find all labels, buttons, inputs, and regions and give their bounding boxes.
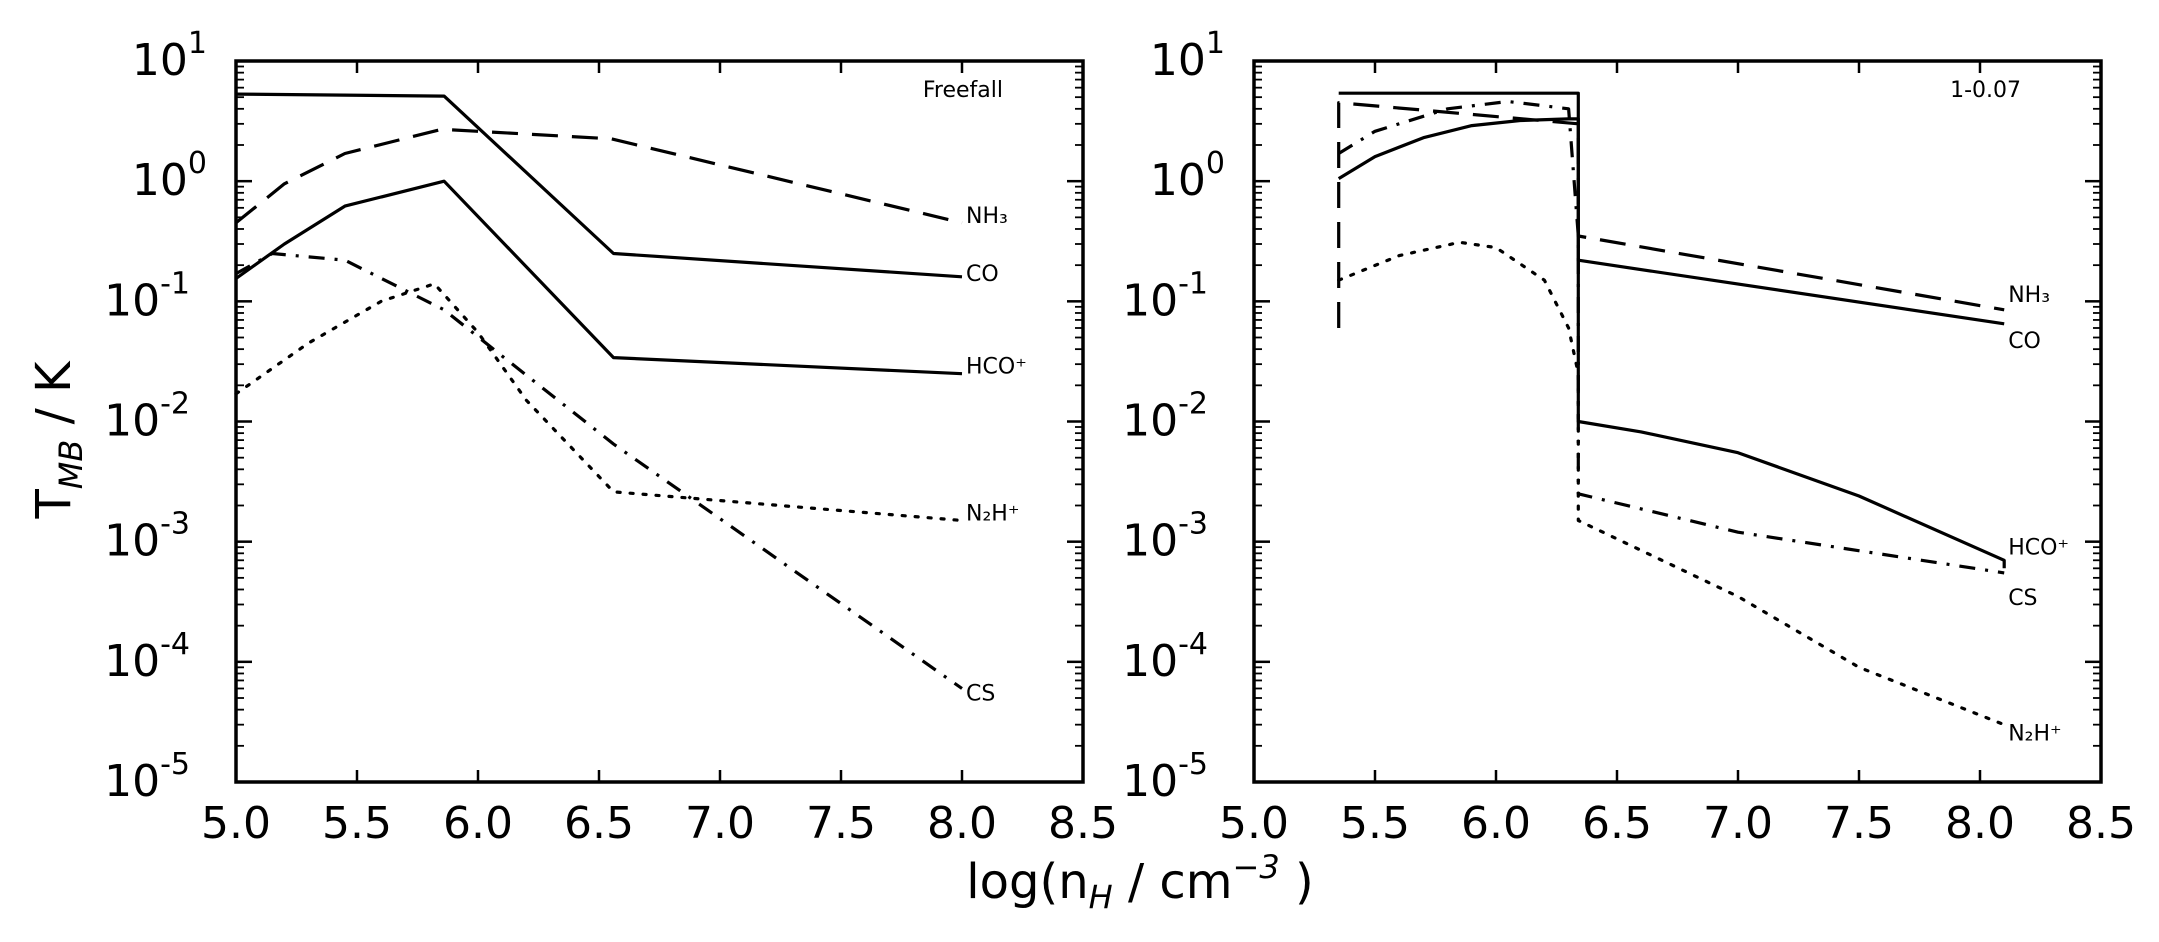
x-tick-label: 8.5: [2066, 798, 2136, 849]
y-tick-exp: 0: [188, 146, 207, 181]
series-label-hcoplus: HCO⁺: [966, 355, 1027, 380]
y-tick-base: 10: [132, 155, 188, 206]
x-axis-title-mid: / cm: [1113, 854, 1233, 910]
x-tick-label: 8.5: [1048, 798, 1118, 849]
x-axis-title: log(nH / cm−3 ): [966, 848, 1313, 916]
series-line-cs: [1337, 99, 2005, 575]
series-line-n2hplus: [234, 282, 964, 523]
y-tick-exp: 0: [1206, 146, 1225, 181]
y-tick-label: 10-2: [1122, 387, 1208, 447]
x-tick-label: 7.0: [1703, 798, 1773, 849]
x-axis-title-suffix: ): [1280, 854, 1314, 910]
y-tick-label: 10-5: [104, 747, 190, 807]
y-tick-base: 10: [132, 35, 188, 86]
series-label-n2hplus: N₂H⁺: [966, 502, 1019, 527]
series-label-hcoplus: HCO⁺: [2008, 535, 2069, 560]
series-label-nh3: NH₃: [2008, 283, 2050, 308]
x-tick-label: 8.0: [927, 798, 997, 849]
series-label-n2hplus: N₂H⁺: [2008, 722, 2061, 747]
y-tick-exp: -2: [160, 387, 190, 422]
y-tick-label: 100: [1150, 146, 1225, 206]
plot-frame: [234, 59, 1085, 784]
panel-title: 1-0.07: [1950, 78, 2021, 103]
series-line-nh3: [1337, 101, 2005, 328]
y-tick-base: 10: [1122, 396, 1178, 447]
x-tick-label: 7.5: [1824, 798, 1894, 849]
series-label-co: CO: [2008, 329, 2041, 354]
y-tick-label: 10-1: [1122, 266, 1208, 326]
series-line-hcoplus: [1337, 117, 2006, 569]
y-tick-exp: -3: [160, 507, 190, 542]
y-tick-exp: -1: [1178, 266, 1208, 301]
x-tick-label: 5.0: [201, 798, 271, 849]
series-line-co: [235, 92, 963, 279]
y-tick-base: 10: [1122, 275, 1178, 326]
y-tick-exp: -4: [1178, 627, 1208, 662]
series-label-nh3: NH₃: [966, 204, 1008, 229]
series-line-n2hplus: [1337, 240, 2006, 727]
y-tick-label: 10-4: [1122, 627, 1208, 687]
y-tick-exp: -5: [160, 747, 190, 782]
y-tick-label: 10-3: [104, 507, 190, 567]
y-tick-exp: -4: [160, 627, 190, 662]
y-tick-base: 10: [1150, 35, 1206, 86]
series-line-nh3: [234, 127, 963, 225]
panel-freefall: CO NH₃ HCO⁺ CS N₂H⁺ 5.0 5.5 6.0 6.5 7.0 7.5 8.0 8.5 1…: [104, 26, 1118, 849]
plot-frame: [1252, 59, 2103, 784]
y-tick-exp: 1: [188, 26, 207, 61]
y-tick-label: 101: [132, 26, 207, 86]
y-tick-exp: -2: [1178, 387, 1208, 422]
x-tick-label: 8.0: [1945, 798, 2015, 849]
x-tick-label: 7.0: [685, 798, 755, 849]
y-tick-exp: -5: [1178, 747, 1208, 782]
y-tick-base: 10: [104, 275, 160, 326]
series-label-cs: CS: [2008, 586, 2037, 611]
x-tick-label: 6.0: [1461, 798, 1531, 849]
y-tick-label: 101: [1150, 26, 1225, 86]
y-tick-base: 10: [104, 516, 160, 567]
y-axis-title: TMB / K: [26, 360, 90, 520]
y-tick-base: 10: [1150, 155, 1206, 206]
x-axis-title-sup: −3: [1233, 848, 1280, 886]
y-tick-label: 10-4: [104, 627, 190, 687]
series-line-hcoplus: [235, 179, 963, 376]
x-tick-label: 6.0: [443, 798, 513, 849]
panel-1-0.07: NH₃ CO HCO⁺ CS N₂H⁺ 5.0 5.5 6.0 6.5 7.0 7.5 8.0 8.5 1…: [1122, 26, 2136, 849]
panel-title: Freefall: [923, 78, 1003, 103]
y-tick-exp: -1: [160, 266, 190, 301]
series-line-cs: [235, 251, 963, 690]
x-tick-label: 7.5: [806, 798, 876, 849]
series-label-co: CO: [966, 262, 999, 287]
y-tick-base: 10: [104, 396, 160, 447]
y-tick-exp: 1: [1206, 26, 1225, 61]
y-tick-label: 100: [132, 146, 207, 206]
x-tick-label: 5.5: [1340, 798, 1410, 849]
y-tick-label: 10-1: [104, 266, 190, 326]
x-tick-label: 5.5: [322, 798, 392, 849]
y-tick-base: 10: [1122, 756, 1178, 807]
y-axis-title-sub: MB: [52, 440, 90, 490]
y-tick-label: 10-5: [1122, 747, 1208, 807]
y-axis-title-main: T: [26, 489, 82, 520]
series-label-cs: CS: [966, 682, 995, 707]
y-tick-exp: -3: [1178, 507, 1208, 542]
x-axis-title-sub: H: [1089, 878, 1113, 916]
y-tick-base: 10: [104, 636, 160, 687]
y-tick-base: 10: [1122, 636, 1178, 687]
y-tick-base: 10: [104, 756, 160, 807]
x-tick-label: 6.5: [564, 798, 634, 849]
x-tick-label: 5.0: [1219, 798, 1289, 849]
y-tick-label: 10-3: [1122, 507, 1208, 567]
x-tick-label: 6.5: [1582, 798, 1652, 849]
x-axis-title-prefix: log(n: [966, 854, 1088, 910]
series-line-co: [1338, 91, 2005, 326]
y-tick-label: 10-2: [104, 387, 190, 447]
y-tick-base: 10: [1122, 516, 1178, 567]
y-axis-title-suffix: / K: [26, 360, 82, 440]
